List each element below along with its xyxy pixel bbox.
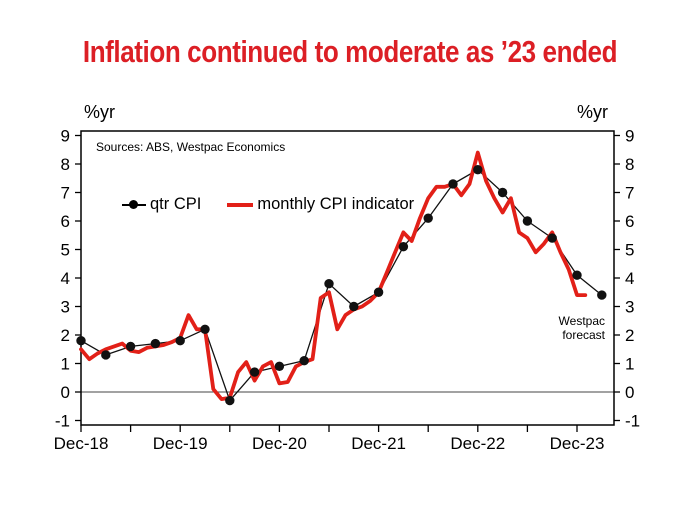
qtr-cpi-point — [423, 213, 433, 223]
page-title-text: Inflation continued to moderate as ’23 e… — [82, 34, 618, 69]
x-tick-label: Dec-20 — [252, 434, 307, 453]
qtr-cpi-point — [572, 270, 582, 280]
y-tick-label-right: 1 — [625, 355, 634, 374]
x-tick-label: Dec-19 — [153, 434, 208, 453]
qtr-cpi-point — [597, 290, 607, 300]
qtr-cpi-point — [349, 301, 359, 312]
forecast-annotation-line1: Westpac — [558, 314, 605, 328]
qtr-cpi-point — [101, 350, 111, 360]
y-tick-label-right: 3 — [625, 298, 634, 317]
y-axis-unit-left: %yr — [84, 102, 115, 122]
forecast-annotation-line2: forecast — [562, 328, 605, 342]
x-tick-label: Dec-21 — [351, 434, 406, 453]
legend-item-qtr-cpi: qtr CPI — [122, 195, 201, 214]
y-tick-label-left: 8 — [61, 155, 70, 174]
y-tick-label-right: 9 — [625, 127, 634, 146]
x-tick-label: Dec-22 — [450, 434, 505, 453]
qtr-cpi-point — [125, 341, 136, 352]
qtr-cpi-point — [299, 355, 309, 366]
qtr-cpi-point — [448, 179, 458, 189]
monthly-cpi-marker-icon — [227, 202, 254, 207]
qtr-cpi-point — [373, 287, 384, 297]
y-tick-label-left: 3 — [61, 298, 70, 317]
x-tick-label: Dec-18 — [54, 434, 109, 453]
y-tick-label-right: 7 — [625, 184, 634, 203]
qtr-cpi-point — [249, 367, 260, 377]
sources-note: Sources: ABS, Westpac Economics — [96, 140, 286, 154]
qtr-cpi-point — [324, 279, 334, 289]
y-tick-label-right: -1 — [625, 412, 640, 431]
y-tick-label-right: 6 — [625, 212, 634, 231]
qtr-cpi-point — [225, 395, 235, 406]
qtr-cpi-point — [200, 324, 210, 334]
qtr-cpi-point — [274, 361, 285, 372]
y-tick-label-right: 5 — [625, 241, 634, 260]
forecast-annotation: Westpac forecast — [559, 314, 605, 342]
plot-frame — [80, 130, 615, 426]
y-tick-label-left: 0 — [61, 383, 70, 402]
y-tick-label-right: 8 — [625, 155, 634, 174]
qtr-cpi-point — [398, 241, 409, 252]
qtr-cpi-point — [522, 216, 533, 226]
y-tick-label-left: 2 — [61, 326, 70, 345]
qtr-cpi-point — [473, 165, 483, 175]
qtr-cpi-point — [547, 233, 557, 243]
y-tick-label-left: 5 — [61, 241, 70, 260]
chart-legend: qtr CPI monthly CPI indicator — [122, 195, 414, 214]
y-tick-label-right: 4 — [625, 269, 634, 288]
page-title: Inflation continued to moderate as ’23 e… — [0, 34, 700, 70]
y-tick-label-left: 6 — [61, 212, 70, 231]
monthly-cpi-line — [79, 150, 588, 402]
y-tick-label-left: 7 — [61, 184, 70, 203]
qtr-cpi-point — [150, 338, 161, 349]
y-tick-label-right: 0 — [625, 383, 634, 402]
y-tick-label-left: 9 — [61, 127, 70, 146]
y-tick-label-left: 1 — [61, 355, 70, 374]
legend-label-qtr-cpi: qtr CPI — [150, 195, 202, 213]
y-tick-label-left: -1 — [55, 412, 70, 431]
y-tick-label-left: 4 — [61, 269, 70, 288]
qtr-cpi-point — [175, 336, 185, 346]
legend-item-monthly-cpi: monthly CPI indicator — [227, 195, 414, 214]
qtr-cpi-marker-icon — [122, 200, 146, 210]
y-axis-unit-right: %yr — [577, 102, 608, 122]
x-tick-label: Dec-23 — [550, 434, 605, 453]
qtr-cpi-point — [76, 336, 86, 346]
y-tick-label-right: 2 — [625, 326, 634, 345]
legend-label-monthly-cpi: monthly CPI indicator — [257, 195, 415, 213]
qtr-cpi-point — [497, 187, 508, 198]
